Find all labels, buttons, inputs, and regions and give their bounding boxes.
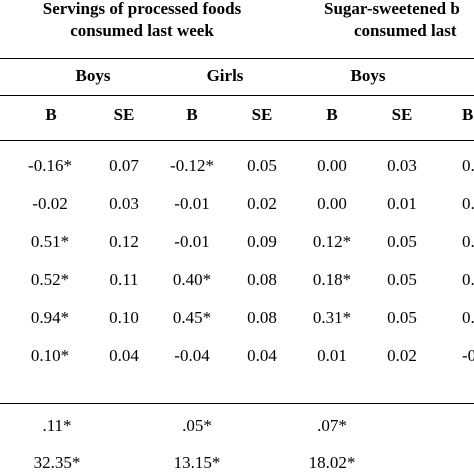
table-cell: 0.04 [247,346,277,365]
table-cell: 0.( [462,232,474,251]
col-header-se-1: SE [113,105,135,124]
table-cell: -0. [462,346,474,365]
subgroup-boys-1: Boys [75,66,111,85]
col-header-b-1: B [45,105,57,124]
col-header-b-3: B [326,105,338,124]
table-cell: 0.45* [172,308,212,327]
table-cell: 0.31* [312,308,352,327]
table-cell: 0.05 [247,156,277,175]
summary-cell: 32.35* [33,453,81,472]
table-cell: 0.1 [462,308,474,327]
table-cell: 0.11 [109,270,139,289]
table-cell: 0.00 [317,156,347,175]
table-cell: -0.12* [170,156,214,175]
table-cell: 0.52* [30,270,70,289]
group-title-line1: Servings of processed foods [42,0,242,18]
table-cell: 0.05 [387,232,417,251]
table-cell: 0.( [462,270,474,289]
table-cell: 0.08 [247,270,277,289]
group-title-processed-foods: Servings of processed foods consumed las… [43,0,242,42]
col-header-se-3: SE [391,105,413,124]
subgroup-girls-1: Girls [206,66,244,85]
group-title-line2: consumed last week [70,21,214,40]
summary-cell: .07* [317,416,347,435]
col-header-b-2: B [186,105,198,124]
table-cell: 0.12* [312,232,352,251]
table-cell: 0.01 [387,194,417,213]
table-cell: 0.02 [387,346,417,365]
table-cell: 0.12 [109,232,139,251]
rule-above-summary [0,403,474,404]
col-header-se-2: SE [251,105,273,124]
summary-cell: 18.02* [308,453,356,472]
table-cell: 0.94* [30,308,70,327]
table-cell: 0.( [462,156,474,175]
table-cell: 0.03 [109,194,139,213]
table-cell: 0.40* [172,270,212,289]
table-cell: 0.10* [30,346,70,365]
table-cell: 0.02 [247,194,277,213]
summary-cell: .11* [42,416,72,435]
table-cell: -0.04 [174,346,210,365]
rule-under-column-headers [0,140,474,141]
table-cell: 0.( [462,194,474,213]
table-cell: 0.00 [317,194,347,213]
table-cell: -0.02 [32,194,68,213]
group-title-sugar-sweetened: Sugar-sweetened b consumed last [324,0,460,42]
subgroup-boys-2: Boys [350,66,386,85]
table-cell: 0.08 [247,308,277,327]
summary-cell: .05* [182,416,212,435]
table-cell: -0.01 [174,194,210,213]
table-cell: 0.51* [30,232,70,251]
rule-under-subgroups [0,95,474,96]
col-header-b-4: B [462,105,474,124]
group-title-line1: Sugar-sweetened b [324,0,460,18]
summary-cell: 13.15* [173,453,221,472]
rule-under-group-titles [0,58,474,59]
table-cell: -0.16* [28,156,72,175]
table-cell: 0.10 [109,308,139,327]
table-cell: 0.07 [109,156,139,175]
group-title-line2: consumed last [354,21,457,40]
table-cell: -0.01 [174,232,210,251]
table-cell: 0.05 [387,308,417,327]
table-cell: 0.03 [387,156,417,175]
table-cell: 0.18* [312,270,352,289]
table-cell: 0.04 [109,346,139,365]
table-cell: 0.01 [317,346,347,365]
table-cell: 0.05 [387,270,417,289]
table-cell: 0.09 [247,232,277,251]
